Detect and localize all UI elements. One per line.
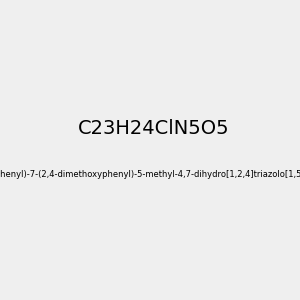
Text: N-(4-chloro-2,5-dimethoxyphenyl)-7-(2,4-dimethoxyphenyl)-5-methyl-4,7-dihydro[1,: N-(4-chloro-2,5-dimethoxyphenyl)-7-(2,4-… <box>0 170 300 179</box>
Text: C23H24ClN5O5: C23H24ClN5O5 <box>78 119 230 138</box>
